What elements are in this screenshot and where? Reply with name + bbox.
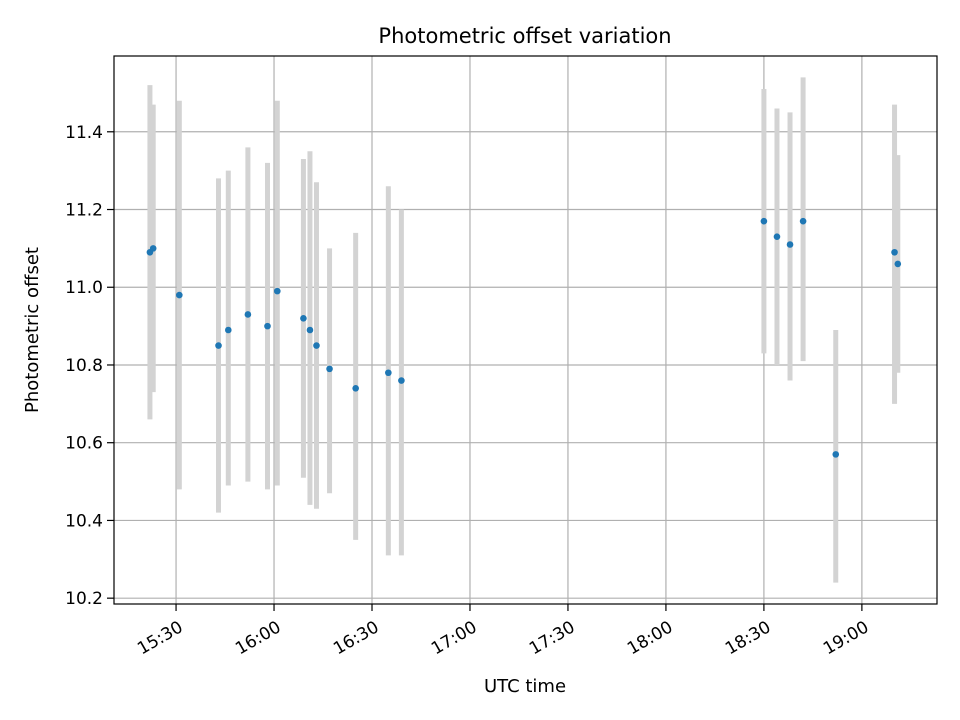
data-point bbox=[306, 326, 314, 334]
y-tick-label: 10.2 bbox=[65, 589, 103, 609]
data-point bbox=[149, 245, 157, 252]
y-axis-label: Photometric offset bbox=[22, 247, 43, 413]
data-point bbox=[398, 377, 405, 384]
y-tick-label: 10.8 bbox=[65, 356, 103, 376]
data-point bbox=[244, 311, 252, 318]
data-point bbox=[832, 451, 840, 458]
data-point bbox=[264, 322, 271, 330]
data-point bbox=[300, 315, 307, 322]
data-point bbox=[773, 233, 781, 241]
data-point bbox=[894, 260, 902, 268]
plot-area-frame bbox=[113, 55, 938, 605]
data-point bbox=[326, 365, 333, 373]
y-tick-label: 10.4 bbox=[65, 511, 103, 531]
y-axis-ticks: 10.2 10.4 10.6 10.8 11.0 11.2 11.4 bbox=[65, 123, 114, 609]
x-tick-label: 18:30 bbox=[722, 617, 774, 659]
data-points bbox=[146, 217, 902, 458]
data-point bbox=[225, 326, 232, 334]
x-axis-ticks: 15:30 16:00 16:30 17:00 17:30 18:00 18:30 19:00 bbox=[134, 604, 872, 659]
data-point bbox=[352, 384, 359, 392]
chart-title: Photometric offset variation bbox=[378, 24, 671, 48]
data-point bbox=[273, 287, 281, 295]
x-tick-label: 19:00 bbox=[820, 617, 872, 659]
x-axis-label: UTC time bbox=[484, 676, 566, 697]
x-tick-label: 17:30 bbox=[526, 617, 578, 659]
data-point bbox=[760, 217, 768, 225]
data-point bbox=[799, 217, 807, 225]
y-tick-label: 10.6 bbox=[65, 434, 103, 454]
data-point bbox=[891, 248, 898, 256]
data-point bbox=[385, 369, 392, 377]
data-point bbox=[215, 342, 222, 349]
x-tick-label: 16:00 bbox=[232, 617, 284, 659]
x-tick-label: 17:00 bbox=[428, 617, 480, 659]
x-tick-label: 15:30 bbox=[134, 617, 186, 659]
y-tick-label: 11.4 bbox=[65, 123, 103, 143]
error-bars bbox=[147, 77, 901, 583]
y-tick-label: 11.2 bbox=[65, 201, 103, 221]
x-tick-label: 18:00 bbox=[624, 617, 676, 659]
y-tick-label: 11.0 bbox=[65, 278, 103, 298]
data-point bbox=[176, 291, 183, 299]
data-point bbox=[786, 241, 794, 248]
x-tick-label: 16:30 bbox=[330, 617, 382, 659]
data-point bbox=[313, 342, 320, 349]
grid bbox=[114, 56, 937, 604]
